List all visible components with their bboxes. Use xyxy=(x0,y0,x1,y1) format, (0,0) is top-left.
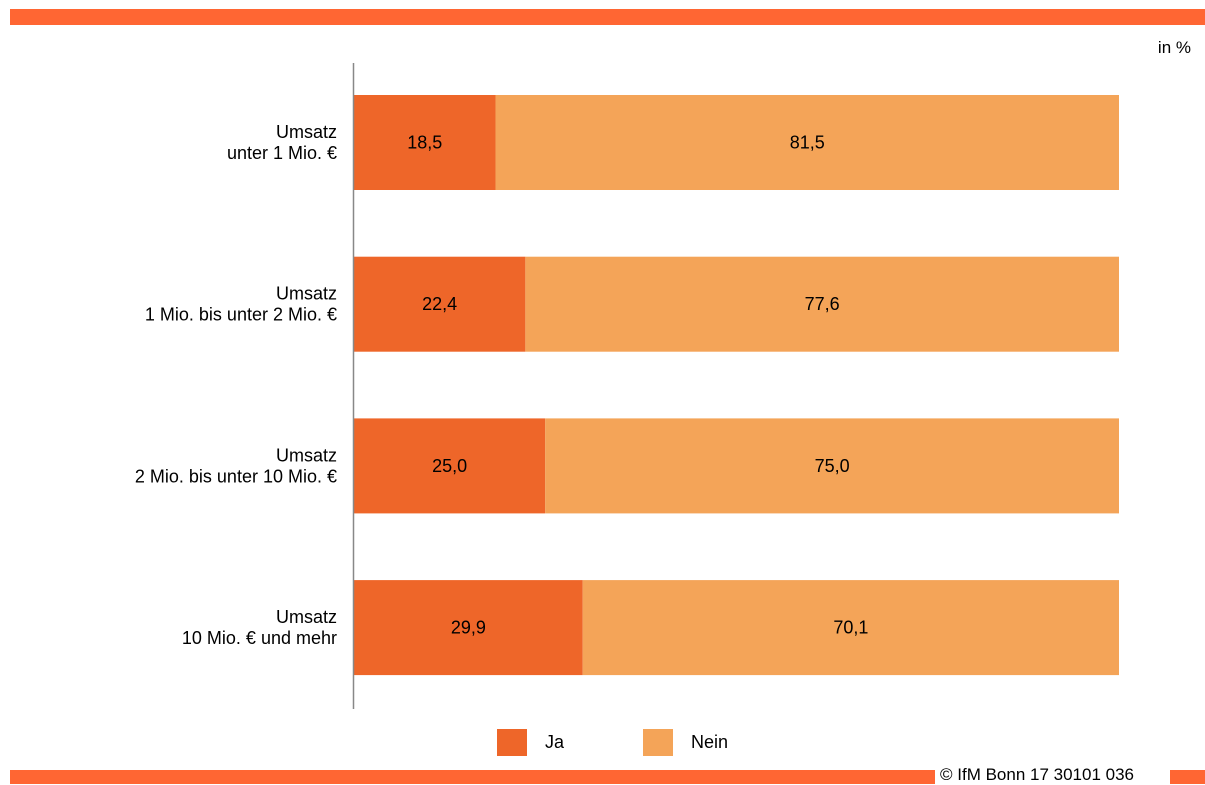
data-label-nein-2: 75,0 xyxy=(815,456,850,476)
category-label-0-line-1: unter 1 Mio. € xyxy=(227,143,337,163)
legend-item-nein: Nein xyxy=(643,729,728,756)
category-label-1-line-1: 1 Mio. bis unter 2 Mio. € xyxy=(145,305,337,325)
category-label-2-line-1: 2 Mio. bis unter 10 Mio. € xyxy=(135,466,337,486)
bottom-accent-bar xyxy=(10,770,935,784)
copyright-text: © IfM Bonn 17 30101 036 xyxy=(940,765,1134,784)
bar-ja-3 xyxy=(354,580,583,676)
data-label-ja-2: 25,0 xyxy=(432,456,467,476)
top-accent-bar xyxy=(10,9,1205,25)
data-label-nein-1: 77,6 xyxy=(805,294,840,314)
data-label-nein-0: 81,5 xyxy=(790,133,825,153)
bar-nein-0 xyxy=(495,95,1119,190)
bottom-accent-bar-end xyxy=(1170,770,1205,784)
bar-nein-2 xyxy=(545,418,1119,514)
unit-label: in % xyxy=(1157,38,1191,57)
legend-swatch-nein xyxy=(643,729,673,756)
data-label-nein-3: 70,1 xyxy=(833,618,868,638)
legend-label-ja: Ja xyxy=(545,732,565,752)
legend-item-ja: Ja xyxy=(497,729,564,756)
bar-ja-1 xyxy=(354,256,526,352)
bar-ja-0 xyxy=(354,95,496,190)
legend: Ja Nein xyxy=(0,729,1205,759)
data-label-ja-0: 18,5 xyxy=(407,133,442,153)
legend-label-nein: Nein xyxy=(691,732,729,752)
category-label-0-line-0: Umsatz xyxy=(276,122,337,142)
category-label-1-line-0: Umsatz xyxy=(276,284,337,304)
legend-swatch-ja xyxy=(497,729,527,756)
bar-ja-2 xyxy=(354,418,546,514)
category-label-2-line-0: Umsatz xyxy=(276,445,337,465)
category-label-3-line-0: Umsatz xyxy=(276,607,337,627)
bar-nein-3 xyxy=(582,580,1119,676)
data-label-ja-1: 22,4 xyxy=(422,294,457,314)
data-label-ja-3: 29,9 xyxy=(451,618,486,638)
bar-nein-1 xyxy=(525,256,1119,352)
category-label-3-line-1: 10 Mio. € und mehr xyxy=(182,628,337,648)
